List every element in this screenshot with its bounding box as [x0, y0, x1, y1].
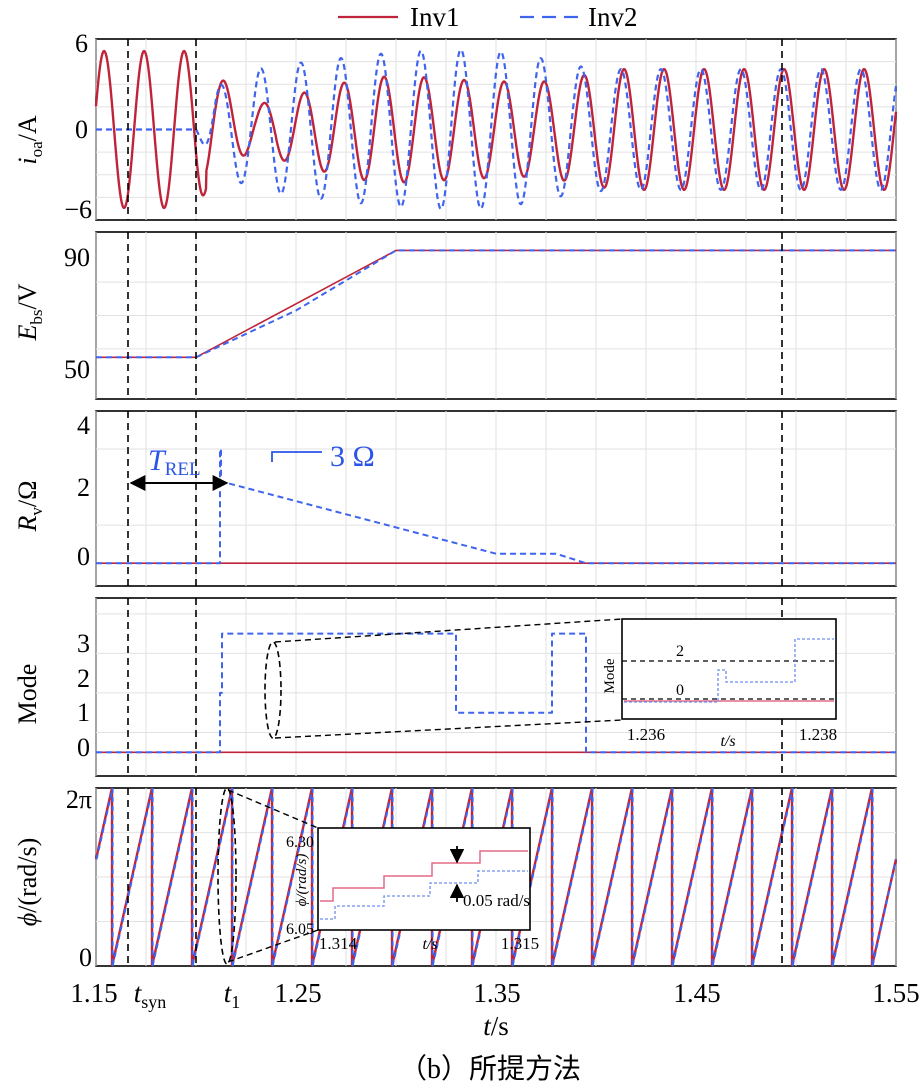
- 3-ohm-label: 3 Ω: [330, 440, 375, 473]
- xtick-1.25: 1.25: [274, 978, 321, 1008]
- mode-zoom-ellipse: [264, 641, 282, 739]
- phase-zoom-line-bottom: [227, 929, 319, 963]
- event-markers: [127, 39, 783, 966]
- ytick-mode-2: 2: [77, 664, 90, 693]
- xtick-1.55: 1.55: [872, 978, 919, 1008]
- phase-inset-frame: [317, 827, 531, 931]
- xtick-t1: t1: [224, 978, 241, 1012]
- t-rel-label: TREL: [148, 444, 201, 480]
- xticks: 1.15 1.25 1.35 1.45 1.55 tsyn t1: [70, 978, 919, 1012]
- ytick-current-neg6: −6: [64, 195, 92, 224]
- phase-inset-inv1: [320, 850, 528, 902]
- phase-inset-delta-label: 0.05 rad/s: [463, 891, 530, 910]
- mode-inset-frame: [621, 618, 837, 720]
- ylabel-mode: Mode: [13, 664, 42, 725]
- phase-zoom-callout: 0.05 rad/s ϕ/(rad/s) 6.30 6.05 1.314 1.3…: [217, 787, 539, 965]
- phase-inset-ytick-bottom: 6.05: [286, 921, 314, 938]
- ytick-resistance-0: 0: [77, 542, 90, 571]
- ytick-mode-1: 1: [77, 698, 90, 727]
- mode-inset-inv2: [624, 638, 834, 703]
- ytick-mode-3: 3: [77, 629, 90, 658]
- legend-label-inv2: Inv2: [588, 2, 638, 32]
- ytick-resistance-2: 2: [77, 473, 90, 502]
- yticks: 6 0 −6 90 50 4 2 0 3 2 1 0 2π 0: [64, 29, 92, 972]
- mode-inset-label-0: 0: [676, 682, 684, 699]
- phase-inset-xtick-1: 1.314: [319, 934, 358, 953]
- figure-caption: （b）所提方法: [399, 1053, 581, 1085]
- phase-inset-ylabel: ϕ/(rad/s): [294, 854, 310, 907]
- ytick-voltage-50: 50: [64, 355, 90, 384]
- mode-zoom-line-bottom: [274, 719, 623, 739]
- trace-voltage-inv2: [96, 249, 896, 359]
- mode-inset-ylabel: Mode: [602, 658, 618, 693]
- mode-zoom-callout: Mode 2 0 1.236 1.238 t/s: [264, 618, 837, 750]
- phase-inset-inv2: [320, 870, 528, 920]
- xtick-1.15: 1.15: [70, 978, 117, 1008]
- xtick-1.35: 1.35: [473, 978, 520, 1008]
- xtick-tsyn: tsyn: [134, 978, 167, 1012]
- mode-inset-label-2: 2: [676, 643, 684, 660]
- ytick-current-6: 6: [75, 29, 88, 58]
- ylabel-current: ioa/A: [13, 115, 46, 165]
- mode-inset-xlabel: t/s: [720, 733, 735, 750]
- ytick-phase-0: 0: [79, 943, 92, 972]
- trace-current-inv2: [95, 48, 898, 210]
- ytick-resistance-4: 4: [77, 411, 90, 440]
- legend-label-inv1: Inv1: [410, 2, 460, 32]
- ylabel-resistance: Rv/Ω: [13, 481, 46, 533]
- phase-inset-xtick-2: 1.315: [501, 934, 539, 953]
- x-axis-label: t/s: [483, 1011, 509, 1041]
- phase-zoom-ellipse: [217, 787, 237, 965]
- ylabel-phase: ϕ/(rad/s): [13, 838, 42, 927]
- legend: Inv1 Inv2: [338, 2, 638, 32]
- panel-grids: [95, 39, 897, 966]
- ytick-phase-2pi: 2π: [66, 785, 92, 814]
- mode-zoom-line-top: [274, 618, 623, 643]
- phase-inset-traces: [320, 850, 528, 920]
- resistance-annotations: TREL 3 Ω: [129, 440, 375, 491]
- phase-zoom-line-top: [227, 789, 319, 829]
- mode-inset-xtick-1: 1.236: [627, 725, 665, 744]
- phase-inset-ytick-top: 6.30: [286, 834, 314, 851]
- xtick-1.45: 1.45: [673, 978, 720, 1008]
- ytick-current-0: 0: [75, 115, 88, 144]
- 3-ohm-leader: [271, 451, 322, 462]
- ytick-mode-0: 0: [77, 733, 90, 762]
- mode-inset-xtick-2: 1.238: [799, 725, 837, 744]
- ytick-voltage-90: 90: [64, 243, 90, 272]
- mode-inset-traces: [622, 638, 836, 703]
- trace-mode-inv2: [96, 632, 896, 754]
- ylabel-voltage: Ebs/V: [13, 283, 46, 341]
- phase-inset-xlabel: t/s: [422, 936, 437, 953]
